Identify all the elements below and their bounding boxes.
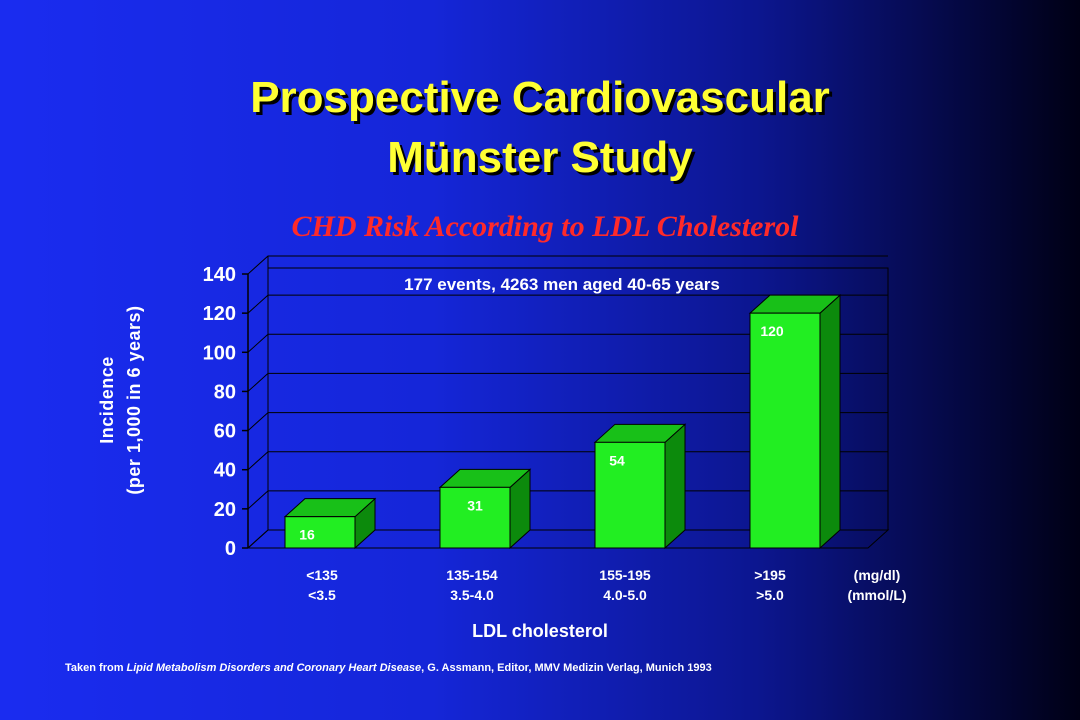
y-tick-label: 140: [203, 264, 236, 286]
source-footnote: Taken from Lipid Metabolism Disorders an…: [65, 662, 712, 674]
x-units-label: (mmol/L): [847, 587, 906, 603]
x-category-labels: <135 <3.5 135-154 3.5-4.0 155-195 4.0-5.0 >195…: [306, 567, 906, 603]
bar: 16: [283, 497, 377, 550]
x-category-label: 135-154: [446, 567, 498, 583]
bars: 16 31 54 120: [283, 294, 842, 550]
x-category-label: <135: [306, 567, 338, 583]
bar: 120: [748, 294, 842, 550]
bar-side: [819, 294, 841, 550]
y-tick-label: 120: [203, 303, 236, 325]
x-category-label: <3.5: [308, 587, 336, 603]
x-category-label: 4.0-5.0: [603, 587, 647, 603]
chart-subtitle: CHD Risk According to LDL Cholesterol: [291, 210, 799, 243]
bar: 31: [438, 468, 532, 550]
y-axis-label-line: Incidence: [97, 356, 117, 444]
bar: 54: [593, 423, 687, 550]
y-axis-label: Incidence (per 1,000 in 6 years): [97, 305, 144, 494]
title-line-1: Prospective Cardiovascular: [250, 73, 830, 122]
y-tick-label: 80: [214, 381, 236, 403]
bar-value-label: 54: [609, 452, 625, 468]
y-ticks: 0 20 40 60 80 100 120 140: [203, 264, 248, 560]
x-category-label: >195: [754, 567, 786, 583]
bar-value-label: 16: [299, 527, 315, 543]
x-category-label: 155-195: [599, 567, 651, 583]
gridline: [247, 255, 888, 275]
y-tick-label: 40: [214, 460, 236, 482]
bar-value-label: 31: [467, 497, 483, 513]
x-category-label: >5.0: [756, 587, 784, 603]
footnote-book-title: Lipid Metabolism Disorders and Coronary …: [126, 662, 422, 674]
bar-front: [284, 516, 356, 549]
y-tick-label: 20: [214, 499, 236, 521]
bar-value-label: 120: [760, 323, 784, 339]
title-line-2: Münster Study: [387, 133, 693, 182]
bar-side: [664, 423, 686, 550]
bar-front: [749, 312, 821, 549]
footnote-suffix: , G. Assmann, Editor, MMV Medizin Verlag…: [421, 662, 712, 674]
y-tick-label: 60: [214, 421, 236, 443]
bar-front: [439, 486, 511, 549]
y-axis-label-line: (per 1,000 in 6 years): [124, 305, 144, 494]
y-tick-label: 100: [203, 342, 236, 364]
y-tick-label: 0: [225, 538, 236, 560]
footnote-prefix: Taken from: [65, 662, 127, 674]
chart-annotation: 177 events, 4263 men aged 40-65 years: [404, 275, 720, 294]
x-category-label: 3.5-4.0: [450, 587, 494, 603]
bar-front: [594, 441, 666, 549]
x-axis-label: LDL cholesterol: [472, 621, 608, 641]
x-units-label: (mg/dl): [854, 567, 901, 583]
